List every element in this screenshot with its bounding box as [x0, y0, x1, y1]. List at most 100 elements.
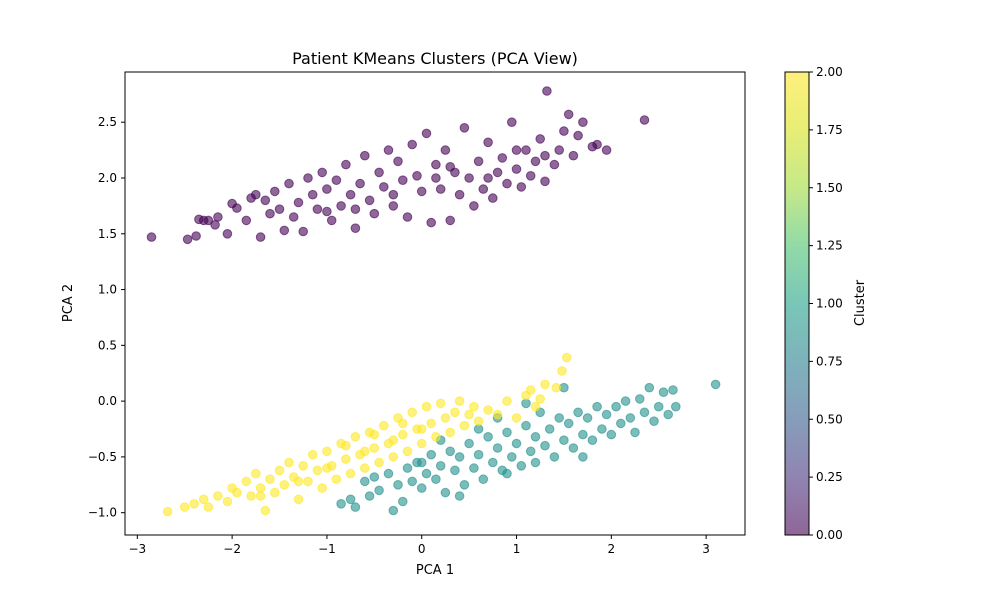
colorbar-tick-label: 0.00 [816, 528, 843, 542]
cluster-2-point [189, 499, 199, 509]
cluster-0-point [459, 123, 470, 133]
cluster-1-point [473, 449, 484, 460]
cluster-1-point [416, 457, 427, 468]
cluster-2-point [440, 413, 451, 423]
cluster-0-point [421, 128, 432, 139]
cluster-0-point [568, 150, 579, 161]
y-tick-label: −0.5 [88, 450, 117, 464]
points-layer [146, 86, 721, 517]
cluster-0-point [426, 217, 437, 228]
cluster-0-point [241, 215, 252, 226]
cluster-0-point [445, 215, 456, 226]
cluster-0-point [288, 212, 299, 222]
cluster-2-point [298, 461, 309, 471]
cluster-1-point [407, 476, 418, 487]
cluster-0-point [502, 178, 512, 189]
cluster-2-point [255, 483, 266, 493]
cluster-2-point [421, 401, 432, 412]
colorbar-tick-label: 1.00 [816, 297, 843, 311]
cluster-0-point [246, 193, 256, 203]
cluster-2-point [293, 476, 304, 487]
cluster-0-point [473, 156, 484, 167]
cluster-1-point [478, 474, 489, 485]
cluster-1-point [649, 416, 659, 427]
cluster-1-point [521, 398, 531, 409]
cluster-2-point [260, 505, 271, 516]
cluster-0-point [431, 159, 441, 170]
x-tick-label: 2 [608, 542, 616, 556]
cluster-1-point [671, 401, 681, 412]
cluster-0-point [507, 117, 517, 127]
cluster-1-point [578, 452, 588, 462]
cluster-1-point [663, 409, 674, 420]
cluster-0-point [191, 231, 201, 241]
cluster-2-point [445, 427, 456, 438]
cluster-1-point [364, 491, 375, 501]
cluster-0-point [379, 182, 389, 192]
cluster-2-point [341, 440, 351, 451]
cluster-2-point [284, 457, 294, 468]
cluster-2-point [450, 407, 460, 418]
cluster-1-point [611, 401, 621, 412]
cluster-2-point [464, 409, 474, 420]
cluster-2-point [162, 506, 173, 517]
cluster-1-point [345, 494, 356, 505]
cluster-2-point [551, 382, 562, 393]
cluster-1-point [459, 480, 470, 490]
cluster-0-point [578, 117, 588, 127]
cluster-1-point [440, 487, 451, 498]
cluster-2-point [198, 494, 209, 505]
cluster-0-point [146, 232, 157, 242]
cluster-1-point [421, 468, 432, 479]
cluster-0-point [497, 153, 508, 163]
cluster-0-point [270, 186, 280, 197]
cluster-0-point [198, 215, 209, 226]
cluster-2-point [388, 452, 399, 462]
cluster-2-point [246, 491, 256, 501]
cluster-2-point [562, 352, 572, 363]
cluster-2-point [345, 468, 356, 479]
cluster-2-point [303, 476, 313, 487]
y-tick-label: 0.0 [98, 394, 117, 408]
cluster-0-point [483, 137, 493, 148]
cluster-0-point [554, 145, 565, 155]
cluster-0-point [592, 139, 602, 150]
cluster-0-point [478, 184, 489, 194]
cluster-0-point [331, 175, 342, 185]
cluster-2-point [232, 487, 242, 498]
cluster-1-point [511, 438, 522, 449]
cluster-0-point [639, 115, 650, 125]
cluster-0-point [213, 212, 223, 222]
cluster-2-point [222, 496, 233, 507]
cluster-2-point [540, 379, 550, 390]
cluster-0-point [530, 156, 541, 167]
cluster-1-point [393, 480, 403, 490]
cluster-0-point [364, 195, 375, 206]
cluster-1-point [454, 491, 465, 501]
cluster-2-point [350, 432, 361, 442]
cluster-0-point [350, 223, 361, 233]
cluster-0-point [303, 173, 313, 183]
cluster-1-point [350, 502, 361, 512]
cluster-2-point [255, 491, 266, 501]
cluster-1-point [639, 407, 650, 418]
cluster-0-point [232, 203, 242, 213]
cluster-0-point [298, 226, 309, 237]
cluster-0-point [355, 178, 365, 189]
cluster-2-point [274, 465, 285, 476]
x-tick-label: 0 [418, 542, 426, 556]
cluster-0-point [431, 173, 441, 183]
cluster-1-point [426, 449, 437, 460]
cluster-1-point [597, 424, 607, 434]
cluster-2-point [360, 463, 370, 473]
x-tick-label: −2 [223, 542, 241, 556]
x-tick-label: 3 [702, 542, 710, 556]
x-axis-ticks: −3 −2 −1 0 1 2 3 [128, 535, 710, 556]
cluster-2-point [398, 429, 408, 440]
cluster-1-point [658, 387, 669, 398]
cluster-0-point [488, 193, 498, 203]
cluster-0-point [464, 173, 474, 183]
cluster-0-point [445, 162, 456, 172]
cluster-2-point [293, 494, 304, 505]
